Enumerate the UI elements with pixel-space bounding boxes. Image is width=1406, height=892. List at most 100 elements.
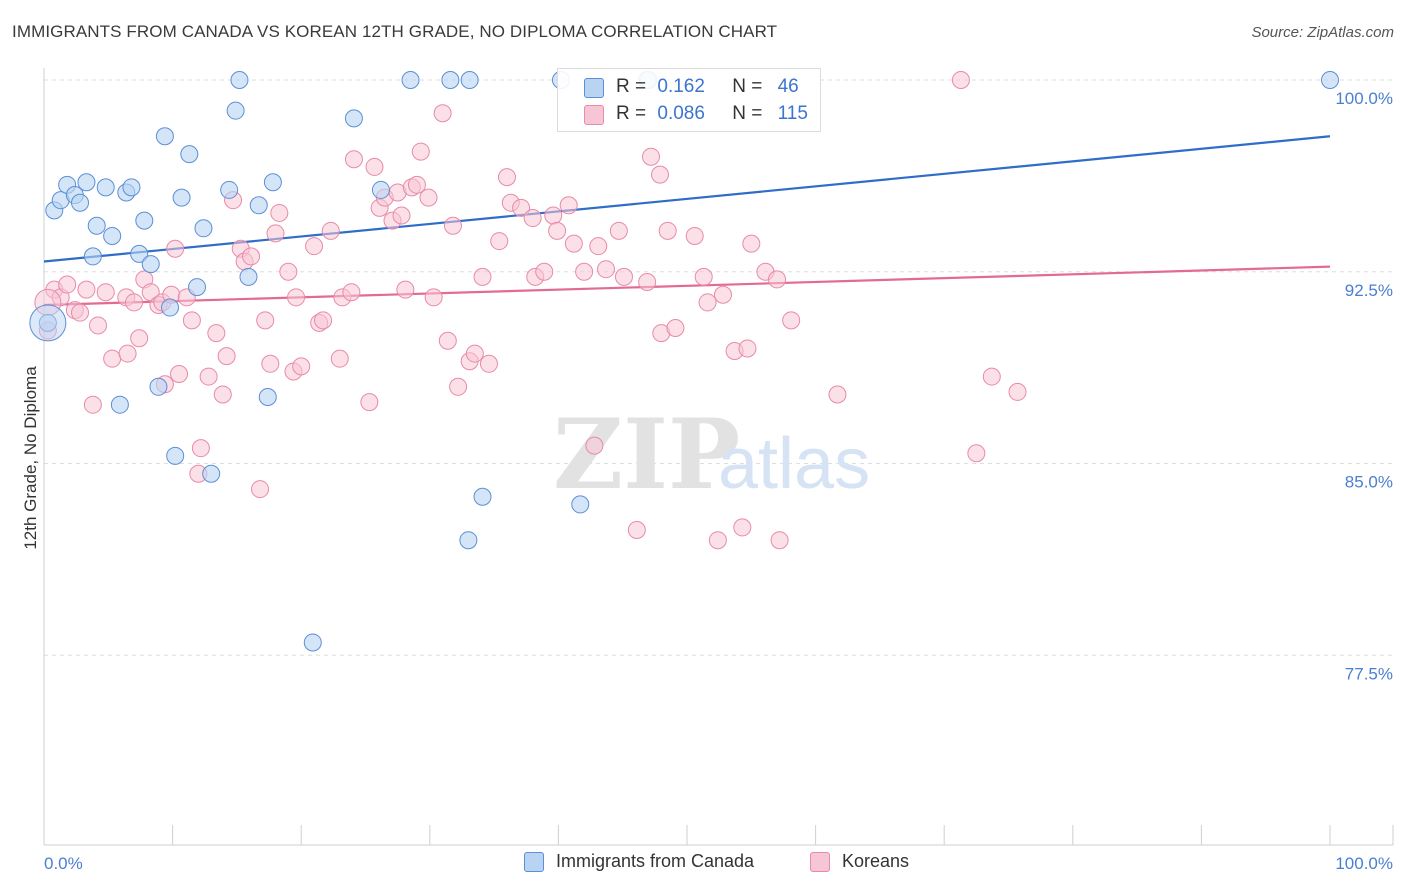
canada-point: [303, 633, 322, 652]
korean-swatch: [584, 105, 604, 125]
korean-point: [742, 234, 761, 253]
legend-row-canada: R = 0.162 N = 46: [584, 74, 799, 100]
canada-point: [344, 109, 363, 128]
canada-point: [441, 71, 460, 89]
korean-point: [641, 147, 660, 166]
korean-point: [490, 232, 509, 251]
korean-point: [708, 531, 727, 550]
korean-point: [130, 329, 149, 348]
korean-point: [83, 395, 102, 414]
korean-point: [694, 267, 713, 286]
korean-point: [77, 280, 96, 299]
korean-point: [650, 165, 669, 184]
r-label: R =: [616, 76, 647, 97]
korean-point: [217, 347, 236, 366]
watermark-atlas: atlas: [718, 424, 870, 504]
canada-point: [459, 531, 478, 550]
canada-point: [571, 495, 590, 514]
legend-row-korean: R = 0.086 N = 115: [584, 101, 808, 127]
korean-point: [251, 480, 270, 499]
korean-point: [951, 71, 970, 89]
korean-point: [548, 221, 567, 240]
korean-point: [638, 272, 657, 291]
r-value-korean: 0.086: [657, 103, 705, 124]
canada-point: [401, 71, 420, 89]
korean-point: [443, 216, 462, 235]
korean-point: [103, 349, 122, 368]
korean-point: [614, 267, 633, 286]
korean-point: [292, 357, 311, 376]
korean-point: [125, 293, 144, 312]
korean-point: [191, 439, 210, 458]
canada-point: [110, 395, 129, 414]
n-value-canada: 46: [777, 76, 799, 97]
canada-point: [161, 298, 180, 317]
korean-swatch: [810, 851, 830, 872]
korean-point: [982, 367, 1001, 386]
canada-point: [460, 71, 479, 89]
korean-point: [365, 157, 384, 176]
korean-point: [698, 293, 717, 312]
korean-point: [585, 436, 604, 455]
n-label: N =: [732, 76, 763, 97]
korean-point: [828, 385, 847, 404]
legend-item-korean: Koreans: [810, 851, 909, 872]
axis-labels: 100.0% 92.5% 85.0% 77.5% 0.0% 100.0%: [44, 89, 1393, 873]
canada-point: [180, 145, 199, 164]
korean-point: [199, 367, 218, 386]
korean-point: [1008, 382, 1027, 401]
canada-point: [135, 211, 154, 230]
canada-point: [258, 388, 277, 407]
correlation-legend: R = 0.162 N = 46 R = 0.086 N = 115: [557, 68, 821, 132]
korean-point: [424, 288, 443, 307]
korean-point: [170, 365, 189, 384]
korean-point: [261, 354, 280, 373]
korean-point: [96, 283, 115, 302]
korean-point: [770, 531, 789, 550]
canada-point: [130, 244, 149, 263]
korean-point: [118, 344, 137, 363]
korean-point: [768, 270, 787, 289]
korean-point: [685, 226, 704, 245]
korean-point: [609, 221, 628, 240]
canada-point: [202, 464, 221, 483]
canada-swatch: [584, 78, 604, 98]
canada-point: [103, 226, 122, 245]
korean-point: [266, 224, 285, 243]
watermark: ZIP atlas: [553, 398, 870, 511]
korean-point: [305, 237, 324, 256]
korean-point: [733, 518, 752, 537]
korean-point: [564, 234, 583, 253]
korean-point: [627, 520, 646, 539]
korean-point: [738, 339, 757, 358]
korean-point: [479, 354, 498, 373]
canada-point: [87, 216, 106, 235]
axes: [43, 68, 1394, 846]
korean-point: [666, 318, 685, 337]
canada-point: [220, 180, 239, 199]
korean-point: [166, 239, 185, 258]
korean-point: [256, 311, 275, 330]
canada-point: [194, 219, 213, 238]
canada-point: [226, 101, 245, 120]
korean-point: [360, 393, 379, 412]
canada-point: [122, 178, 141, 197]
korean-point: [658, 221, 677, 240]
canada-point: [96, 178, 115, 197]
korean-point: [559, 196, 578, 215]
r-label: R =: [616, 103, 647, 124]
korean-point: [71, 303, 90, 322]
korean-point: [419, 188, 438, 207]
korean-point: [279, 262, 298, 281]
legend-item-canada: Immigrants from Canada: [524, 851, 754, 872]
korean-point: [782, 311, 801, 330]
canada-point: [166, 446, 185, 465]
korean-point: [207, 324, 226, 343]
korean-point: [449, 377, 468, 396]
korean-point: [392, 206, 411, 225]
korean-point: [535, 262, 554, 281]
source-label: Source: ZipAtlas.com: [1251, 24, 1394, 41]
korean-trend-line: [43, 265, 1331, 307]
y-tick-label: 92.5%: [1345, 281, 1393, 300]
series-legend: Immigrants from Canada Koreans: [0, 851, 1406, 879]
